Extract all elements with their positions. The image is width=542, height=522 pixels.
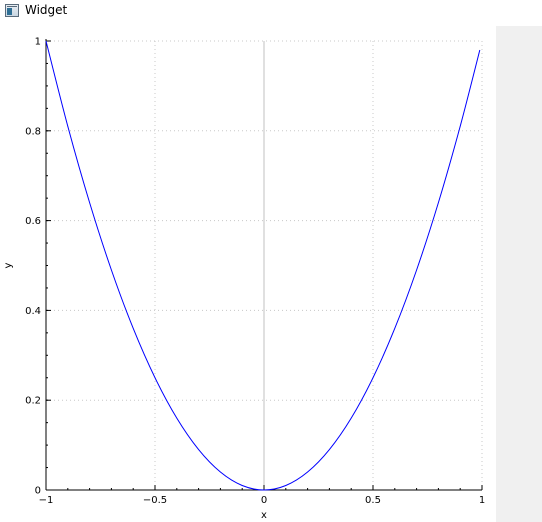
data-point [111,269,112,270]
data-point [67,126,68,127]
x-axis-label: x [261,510,267,521]
y-tick-label: 1 [35,37,41,48]
data-point [285,485,286,486]
x-tick-label: −0.5 [143,495,167,506]
data-point [307,472,308,473]
y-tick-label: 0 [35,486,41,497]
data-point [198,449,199,450]
data-point [155,377,156,378]
data-point [176,418,177,419]
data-point [351,418,352,419]
y-tick-label: 0.2 [25,396,41,407]
title-bar: Widget [0,0,542,24]
data-point [242,485,243,486]
plot-area: −1 −0.5 0 0.5 1 0 0.2 0.4 0.6 0.8 1 x y [3,37,485,522]
y-axis-label: y [3,262,14,268]
data-point [479,49,480,50]
y-tick-label: 0.4 [25,306,41,317]
x-tick-label: 0 [261,495,267,506]
side-panel [496,26,542,522]
data-point [394,328,395,329]
y-tick-label: 0.6 [25,216,41,227]
x-tick-label: 0.5 [365,495,381,506]
data-point [46,41,47,42]
data-point [460,126,461,127]
data-point [220,472,221,473]
window-title: Widget [25,3,68,17]
y-tick-label: 0.8 [25,126,41,137]
data-point [329,449,330,450]
data-point [438,202,439,203]
data-point [264,490,265,491]
x-tick-label: 1 [479,495,485,506]
app-window-icon [5,4,19,17]
x-tick-label: −1 [39,495,54,506]
data-point [373,377,374,378]
data-point [89,202,90,203]
data-point [416,269,417,270]
series-line [45,40,481,491]
data-point [133,328,134,329]
